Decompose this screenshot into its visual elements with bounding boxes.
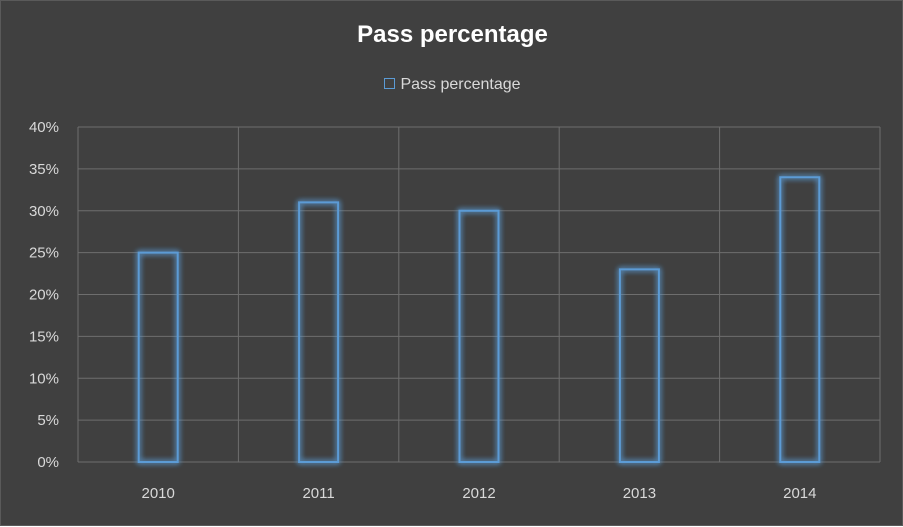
x-tick-label: 2012	[462, 485, 495, 502]
x-tick-label: 2010	[142, 485, 175, 502]
y-tick-label: 35%	[29, 161, 59, 178]
x-tick-label: 2011	[302, 485, 334, 502]
legend-label: Pass percentage	[400, 76, 521, 93]
bar	[137, 251, 179, 463]
bar	[618, 268, 660, 463]
y-tick-label: 25%	[29, 245, 59, 262]
y-tick-label: 30%	[29, 203, 59, 220]
x-tick-label: 2014	[783, 485, 816, 502]
y-tick-label: 15%	[29, 328, 59, 345]
y-tick-label: 0%	[37, 454, 59, 471]
y-tick-label: 10%	[29, 370, 59, 387]
y-tick-label: 20%	[29, 287, 59, 304]
y-tick-label: 40%	[29, 119, 59, 136]
y-tick-label: 5%	[37, 412, 59, 429]
x-tick-label: 2013	[623, 485, 656, 502]
legend-swatch	[384, 78, 396, 89]
bar	[779, 176, 821, 463]
bar	[298, 201, 340, 463]
legend: Pass percentage	[1, 76, 903, 94]
bar	[458, 209, 500, 463]
chart-title: Pass percentage	[357, 21, 548, 48]
